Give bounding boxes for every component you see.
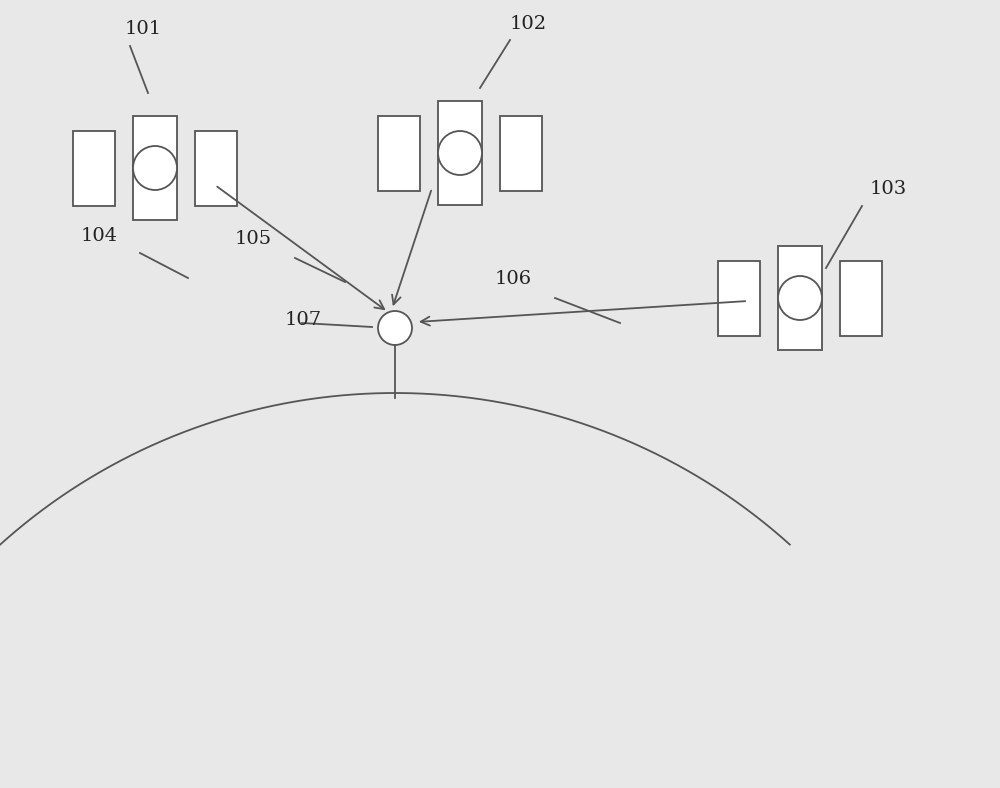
Bar	[778, 246, 822, 350]
Bar	[378, 116, 420, 191]
Bar	[840, 261, 882, 336]
Circle shape	[378, 311, 412, 345]
Text: 107: 107	[285, 311, 322, 329]
Bar	[195, 131, 237, 206]
Text: 106: 106	[495, 270, 532, 288]
Bar	[73, 131, 115, 206]
Text: 102: 102	[510, 15, 547, 33]
Text: 103: 103	[870, 180, 907, 198]
Bar	[438, 101, 482, 205]
Bar	[718, 261, 760, 336]
Circle shape	[778, 276, 822, 320]
Circle shape	[438, 131, 482, 175]
Bar	[133, 116, 177, 220]
Text: 101: 101	[125, 20, 162, 38]
Bar	[500, 116, 542, 191]
Text: 105: 105	[235, 230, 272, 248]
Circle shape	[133, 146, 177, 190]
Text: 104: 104	[81, 227, 118, 245]
